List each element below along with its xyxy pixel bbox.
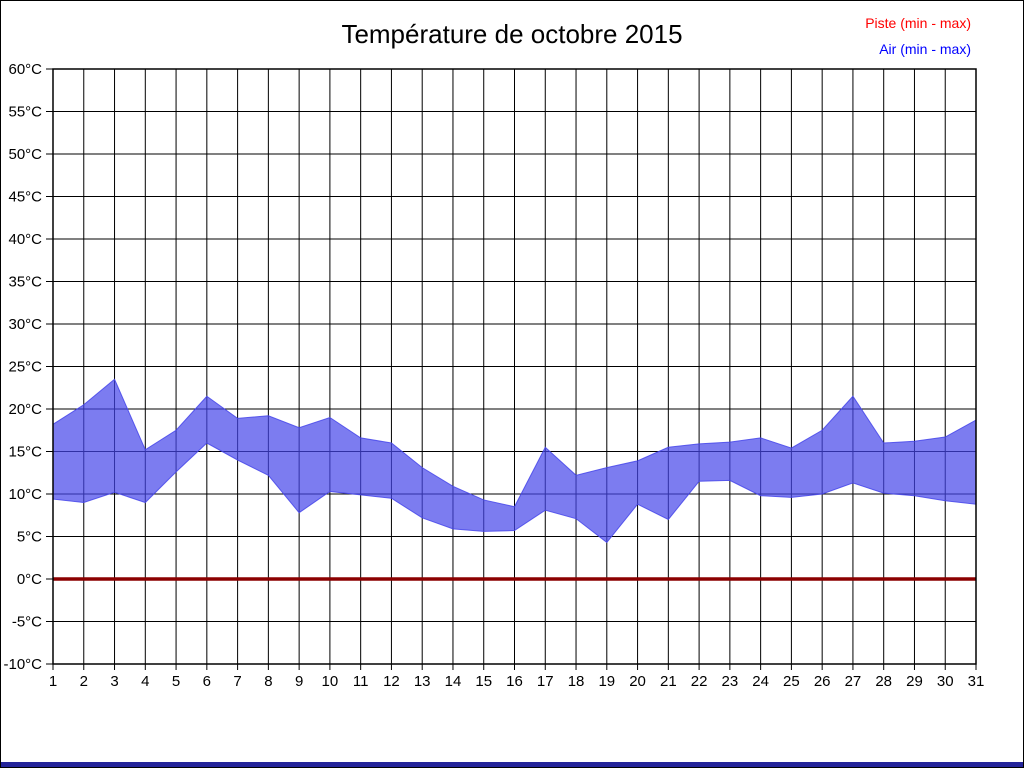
x-tick-label: 26 bbox=[814, 673, 831, 690]
x-tick-label: 9 bbox=[295, 673, 303, 690]
y-tick-label: 15°C bbox=[8, 444, 42, 461]
y-tick-label: 25°C bbox=[8, 359, 42, 376]
x-tick-label: 22 bbox=[691, 673, 708, 690]
x-tick-label: 20 bbox=[629, 673, 646, 690]
x-tick-label: 24 bbox=[752, 673, 769, 690]
x-tick-label: 14 bbox=[445, 673, 462, 690]
x-tick-label: 28 bbox=[875, 673, 892, 690]
x-tick-label: 27 bbox=[845, 673, 862, 690]
legend: Piste (min - max) Air (min - max) bbox=[865, 10, 971, 62]
x-tick-label: 12 bbox=[383, 673, 400, 690]
y-tick-label: 45°C bbox=[8, 189, 42, 206]
x-tick-label: 4 bbox=[141, 673, 149, 690]
y-tick-label: 60°C bbox=[8, 61, 42, 78]
y-tick-label: 0°C bbox=[17, 571, 42, 588]
x-tick-label: 8 bbox=[264, 673, 272, 690]
y-tick-label: 20°C bbox=[8, 401, 42, 418]
x-tick-label: 29 bbox=[906, 673, 923, 690]
x-tick-label: 2 bbox=[80, 673, 88, 690]
y-tick-label: 10°C bbox=[8, 486, 42, 503]
x-tick-label: 17 bbox=[537, 673, 554, 690]
x-tick-label: 31 bbox=[968, 673, 985, 690]
x-tick-label: 15 bbox=[475, 673, 492, 690]
y-tick-label: 5°C bbox=[17, 529, 42, 546]
chart-title: Température de octobre 2015 bbox=[341, 19, 683, 49]
x-tick-label: 1 bbox=[49, 673, 57, 690]
y-tick-label: -5°C bbox=[12, 614, 42, 631]
legend-item-air: Air (min - max) bbox=[879, 41, 971, 57]
plot-border bbox=[52, 68, 977, 665]
x-tick-label: 3 bbox=[110, 673, 118, 690]
x-tick-label: 16 bbox=[506, 673, 523, 690]
y-tick-label: -10°C bbox=[3, 656, 42, 673]
x-tick-label: 5 bbox=[172, 673, 180, 690]
x-tick-label: 7 bbox=[233, 673, 241, 690]
y-tick-label: 40°C bbox=[8, 231, 42, 248]
y-tick-label: 50°C bbox=[8, 146, 42, 163]
x-tick-label: 30 bbox=[937, 673, 954, 690]
x-tick-label: 6 bbox=[203, 673, 211, 690]
bottom-border-bar bbox=[1, 762, 1023, 767]
x-tick-label: 25 bbox=[783, 673, 800, 690]
y-tick-label: 35°C bbox=[8, 274, 42, 291]
x-tick-label: 23 bbox=[722, 673, 739, 690]
x-tick-label: 21 bbox=[660, 673, 677, 690]
x-tick-label: 13 bbox=[414, 673, 431, 690]
x-tick-label: 10 bbox=[322, 673, 339, 690]
y-tick-label: 30°C bbox=[8, 316, 42, 333]
x-tick-label: 11 bbox=[353, 673, 369, 690]
x-tick-label: 19 bbox=[598, 673, 615, 690]
legend-item-piste: Piste (min - max) bbox=[865, 15, 971, 31]
x-tick-label: 18 bbox=[568, 673, 585, 690]
y-tick-label: 55°C bbox=[8, 104, 42, 121]
